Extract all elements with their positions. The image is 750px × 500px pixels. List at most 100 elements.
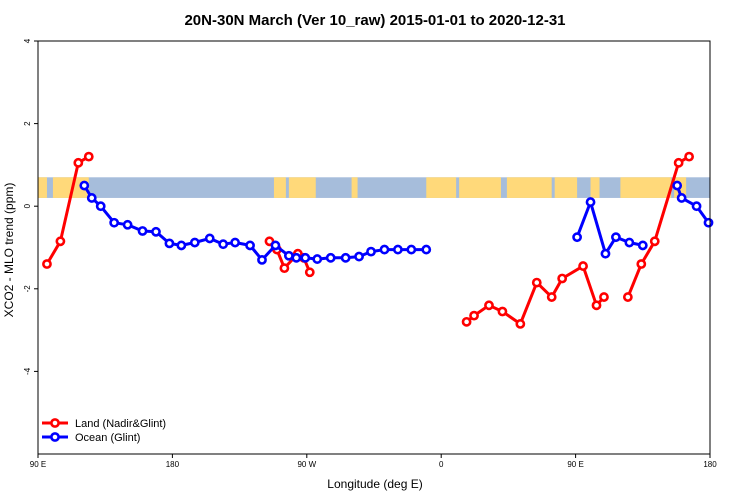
data-point [230, 237, 241, 248]
data-point [591, 300, 602, 311]
data-point [578, 261, 588, 271]
data-point [379, 244, 390, 255]
legend-marker [50, 418, 60, 428]
series-ocean [79, 180, 714, 265]
data-point [691, 201, 702, 212]
legend-item: Ocean (Glint) [42, 432, 140, 444]
y-tick-label: 0 [23, 203, 32, 208]
data-point [300, 252, 311, 263]
data-point [672, 180, 683, 191]
y-tick-label: 2 [23, 121, 32, 126]
data-point [624, 237, 635, 248]
data-point [515, 319, 526, 329]
data-point [291, 252, 302, 263]
land-mass [620, 177, 672, 198]
data-point [95, 201, 106, 212]
land-mass [459, 177, 501, 198]
x-axis: 90 E 180 90 W 0 90 E 180 [30, 454, 717, 469]
data-point [406, 244, 417, 255]
y-tick-label: -2 [23, 285, 32, 293]
data-point [600, 248, 611, 259]
data-point [279, 263, 290, 274]
y-tick-label: -4 [23, 367, 32, 375]
x-tick-label: 180 [703, 460, 717, 469]
land-mass [590, 177, 600, 198]
data-point [585, 197, 596, 207]
map-strip [38, 177, 710, 198]
land-mass [426, 177, 457, 198]
data-point [366, 246, 376, 257]
data-point [151, 226, 161, 237]
data-point [676, 193, 687, 203]
data-point [497, 306, 508, 317]
data-point [673, 157, 684, 168]
data-point [461, 316, 472, 327]
data-point [83, 151, 94, 162]
data-point [421, 244, 432, 255]
data-point [684, 151, 694, 162]
data-point [557, 273, 568, 284]
data-point [622, 292, 633, 302]
data-point [703, 217, 714, 228]
data-point [257, 254, 267, 265]
series-line [45, 155, 90, 265]
y-axis: -4 -2 0 2 4 [23, 38, 38, 375]
x-axis-label: Longitude (deg E) [327, 477, 422, 491]
ocean-band [38, 177, 710, 198]
legend-item: Land (Nadir&Glint) [42, 418, 166, 430]
x-tick-label: 180 [166, 460, 180, 469]
data-point [176, 240, 187, 251]
data-point [636, 259, 647, 269]
land-mass [52, 177, 89, 198]
data-point [611, 232, 621, 243]
data-point [340, 252, 351, 263]
data-point [484, 300, 494, 311]
x-tick-label: 90 W [297, 460, 316, 469]
land-mass [38, 177, 47, 198]
data-point [137, 226, 148, 236]
y-tick-label: 4 [23, 38, 32, 43]
data-point [79, 180, 90, 191]
legend-label: Land (Nadir&Glint) [75, 418, 166, 430]
data-point [283, 250, 294, 261]
data-point [469, 310, 479, 321]
series-land [42, 151, 694, 329]
data-point [204, 233, 215, 244]
data-point [325, 252, 336, 263]
data-point [55, 236, 66, 247]
x-tick-label: 0 [439, 460, 444, 469]
data-point [86, 193, 97, 203]
data-point [304, 267, 315, 278]
chart-title: 20N-30N March (Ver 10_raw) 2015-01-01 to… [184, 12, 565, 29]
data-point [189, 237, 200, 248]
data-point [546, 292, 557, 302]
land-mass [554, 177, 578, 198]
data-point [122, 219, 133, 230]
data-point [637, 240, 648, 251]
data-point [245, 240, 255, 251]
data-point [109, 217, 120, 228]
series-line [575, 200, 644, 256]
legend: Land (Nadir&Glint) Ocean (Glint) [42, 418, 166, 444]
series-layer [42, 151, 714, 329]
data-point [270, 240, 281, 251]
data-point [312, 254, 323, 264]
land-mass [273, 177, 286, 198]
land-mass [351, 177, 358, 198]
land-mass [506, 177, 552, 198]
data-point [73, 157, 84, 168]
legend-label: Ocean (Glint) [75, 432, 140, 444]
series-line [465, 264, 606, 326]
data-point [164, 238, 175, 249]
y-axis-label: XCO2 - MLO trend (ppm) [2, 183, 16, 318]
legend-marker [50, 432, 60, 442]
series-line [675, 185, 710, 224]
x-tick-label: 90 E [567, 460, 583, 469]
data-point [42, 259, 52, 269]
land-mass [288, 177, 316, 198]
data-point [649, 236, 660, 247]
data-point [599, 292, 609, 302]
data-point [218, 239, 229, 250]
data-point [354, 251, 364, 262]
